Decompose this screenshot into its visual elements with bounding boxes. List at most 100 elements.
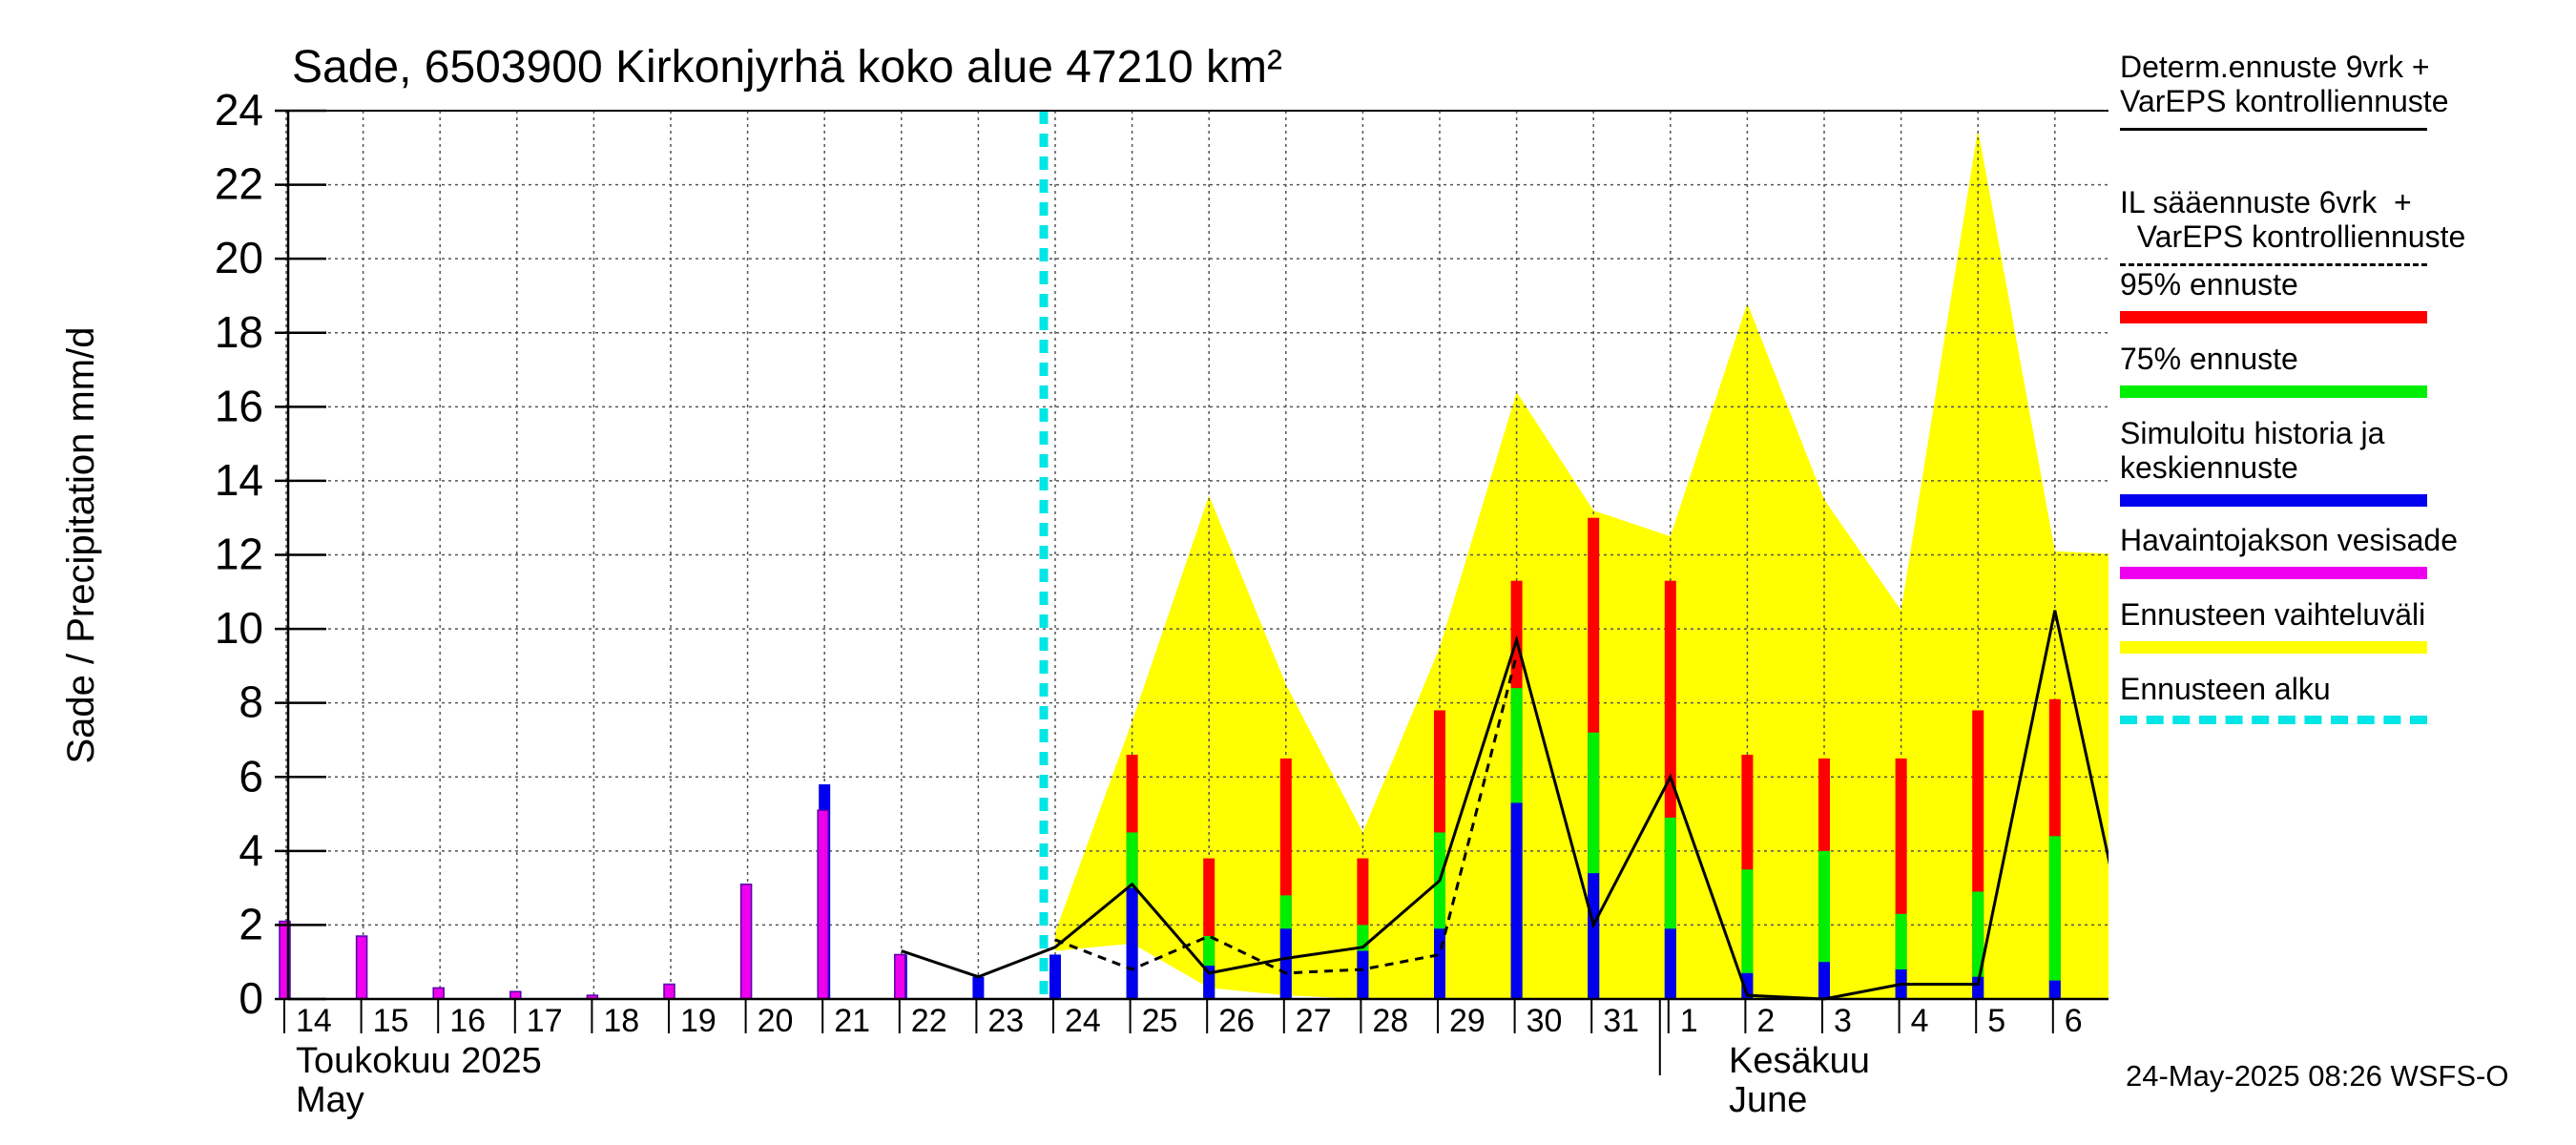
month-label-en: May [296,1080,364,1120]
y-tick-label: 6 [239,751,263,801]
determ-forecast-line [901,610,2109,1001]
day-label: 5 [1987,1003,2005,1039]
y-tick-label: 22 [215,159,263,209]
day-label: 6 [2065,1003,2083,1039]
month-label-fi: Toukokuu 2025 [296,1041,542,1081]
month-label-en: June [1729,1080,1807,1120]
legend-item: Simuloitu historia ja keskiennuste [2120,416,2568,507]
y-tick-label: 14 [215,455,263,505]
axes-frame [275,109,2109,1075]
day-label: 27 [1296,1003,1332,1039]
day-label: 25 [1142,1003,1178,1039]
legend-label: 95% ennuste [2120,267,2298,302]
legend-label: Havaintojakson vesisade [2120,523,2458,557]
legend-swatch [2120,716,2427,724]
mean-bar [1357,950,1369,999]
mean-bar [1818,962,1830,999]
footer-timestamp: 24-May-2025 08:26 WSFS-O [2126,1059,2509,1093]
day-label: 22 [911,1003,947,1039]
mean-bar [2048,980,2061,999]
legend-item: 75% ennuste [2120,342,2568,398]
legend-label: 75% ennuste [2120,342,2298,376]
y-tick-label: 20 [215,233,263,282]
legend-label: Ennusteen vaihteluväli [2120,597,2426,632]
mean-bar [1279,928,1292,999]
legend-swatch [2120,311,2427,323]
legend-label: IL sääennuste 6vrk + [2120,185,2412,219]
day-label: 30 [1527,1003,1563,1039]
observed-bar [355,935,368,1000]
forecast-lines [901,111,2109,1001]
day-label: 24 [1065,1003,1101,1039]
legend-item: IL sääennuste 6vrk + VarEPS kontrollienn… [2120,185,2568,266]
observed-bar [663,983,675,1000]
day-label: 2 [1756,1003,1775,1039]
mean-bar [1664,928,1676,999]
legend-item: Ennusteen alku [2120,672,2568,724]
day-label: 1 [1680,1003,1698,1039]
mean-bar [1741,972,1754,999]
legend-item: 95% ennuste [2120,267,2568,323]
day-label: 31 [1603,1003,1639,1039]
legend-label: VarEPS kontrolliennuste [2120,84,2449,118]
day-label: 28 [1372,1003,1408,1039]
mean-bar [1126,887,1138,999]
legend-item: Havaintojakson vesisade [2120,523,2568,579]
y-tick-label: 0 [239,973,263,1023]
y-tick-label: 24 [215,85,263,135]
observed-bar [432,987,445,1000]
legend-swatch [2120,128,2427,131]
legend-label: Ennusteen alku [2120,672,2331,706]
observed-bar [894,953,906,1000]
day-label: 26 [1218,1003,1255,1039]
forecast-range-band [1055,129,2109,999]
day-label: 18 [603,1003,639,1039]
grid [285,111,2109,999]
day-label: 14 [296,1003,332,1039]
mean-bar [1588,873,1600,999]
legend-swatch [2120,567,2427,579]
month-label-fi: Kesäkuu [1729,1041,1870,1081]
legend-swatch [2120,385,2427,398]
mean-bar [1510,802,1523,999]
day-label: 21 [834,1003,870,1039]
day-label: 29 [1449,1003,1485,1039]
bars [279,517,2061,1000]
legend-label: VarEPS kontrolliennuste [2120,219,2466,254]
y-tick-label: 4 [239,825,263,875]
legend-item: Determ.ennuste 9vrk + VarEPS kontrollienn… [2120,50,2568,131]
day-label: 15 [373,1003,409,1039]
y-tick-label: 2 [239,899,263,948]
legend-label: keskiennuste [2120,450,2298,485]
legend-label: Determ.ennuste 9vrk + [2120,50,2430,84]
y-tick-label: 18 [215,307,263,357]
y-tick-label: 10 [215,603,263,653]
y-axis-label: Sade / Precipitation mm/d [60,327,102,764]
legend-swatch [2120,263,2427,266]
day-label: 16 [449,1003,486,1039]
mean-bar [972,976,985,999]
day-label: 17 [527,1003,563,1039]
day-label: 20 [758,1003,794,1039]
day-label: 19 [680,1003,717,1039]
il-forecast-line [1054,654,1519,975]
mean-bar [1049,954,1061,999]
legend-swatch [2120,494,2427,507]
p75-bar [1741,869,1754,999]
chart-title: Sade, 6503900 Kirkonjyrhä koko alue 4721… [292,42,1282,93]
mean-bar [1972,976,1984,999]
y-tick-label: 8 [239,677,263,727]
legend-item: Ennusteen vaihteluväli [2120,597,2568,654]
observed-bar [739,883,753,1000]
range-band-area [1055,129,2109,999]
mean-bar [1203,966,1215,999]
legend-label: Simuloitu historia ja [2120,416,2385,450]
day-label: 4 [1911,1003,1929,1039]
y-tick-label: 16 [215,381,263,430]
y-tick-label: 12 [215,530,263,579]
day-label: 3 [1834,1003,1852,1039]
observed-bar [817,809,829,1000]
p75-bar [2048,836,2061,999]
